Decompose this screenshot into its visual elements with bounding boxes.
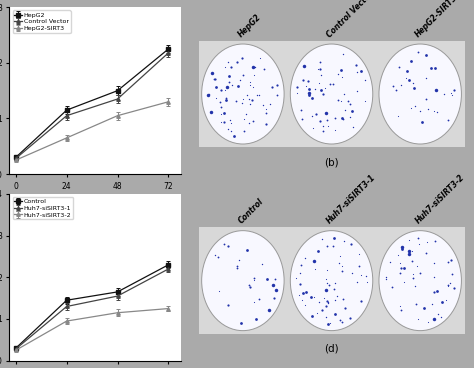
Ellipse shape <box>290 231 373 330</box>
Text: Huh7-siSIRT3-1: Huh7-siSIRT3-1 <box>325 173 378 226</box>
Ellipse shape <box>201 231 284 330</box>
Ellipse shape <box>379 231 461 330</box>
Ellipse shape <box>201 44 284 144</box>
FancyBboxPatch shape <box>199 41 465 147</box>
Ellipse shape <box>290 44 373 144</box>
Text: (d): (d) <box>324 344 339 354</box>
X-axis label: HepG2: HepG2 <box>78 196 112 205</box>
Text: (a): (a) <box>88 221 103 231</box>
Legend: Control, Huh7-siSIRT3-1, Huh7-siSIRT3-2: Control, Huh7-siSIRT3-1, Huh7-siSIRT3-2 <box>13 197 73 219</box>
Text: HepG2-SIRT3: HepG2-SIRT3 <box>414 0 460 39</box>
Text: Control: Control <box>237 197 265 226</box>
Ellipse shape <box>379 44 461 144</box>
Text: Control Vector: Control Vector <box>325 0 375 39</box>
FancyBboxPatch shape <box>199 227 465 334</box>
Text: Huh7-siSIRT3-2: Huh7-siSIRT3-2 <box>414 173 466 226</box>
Text: HepG2: HepG2 <box>237 13 263 39</box>
Text: (b): (b) <box>324 158 339 167</box>
Legend: HepG2, Control Vector, HepG2-SIRT3: HepG2, Control Vector, HepG2-SIRT3 <box>13 10 71 33</box>
